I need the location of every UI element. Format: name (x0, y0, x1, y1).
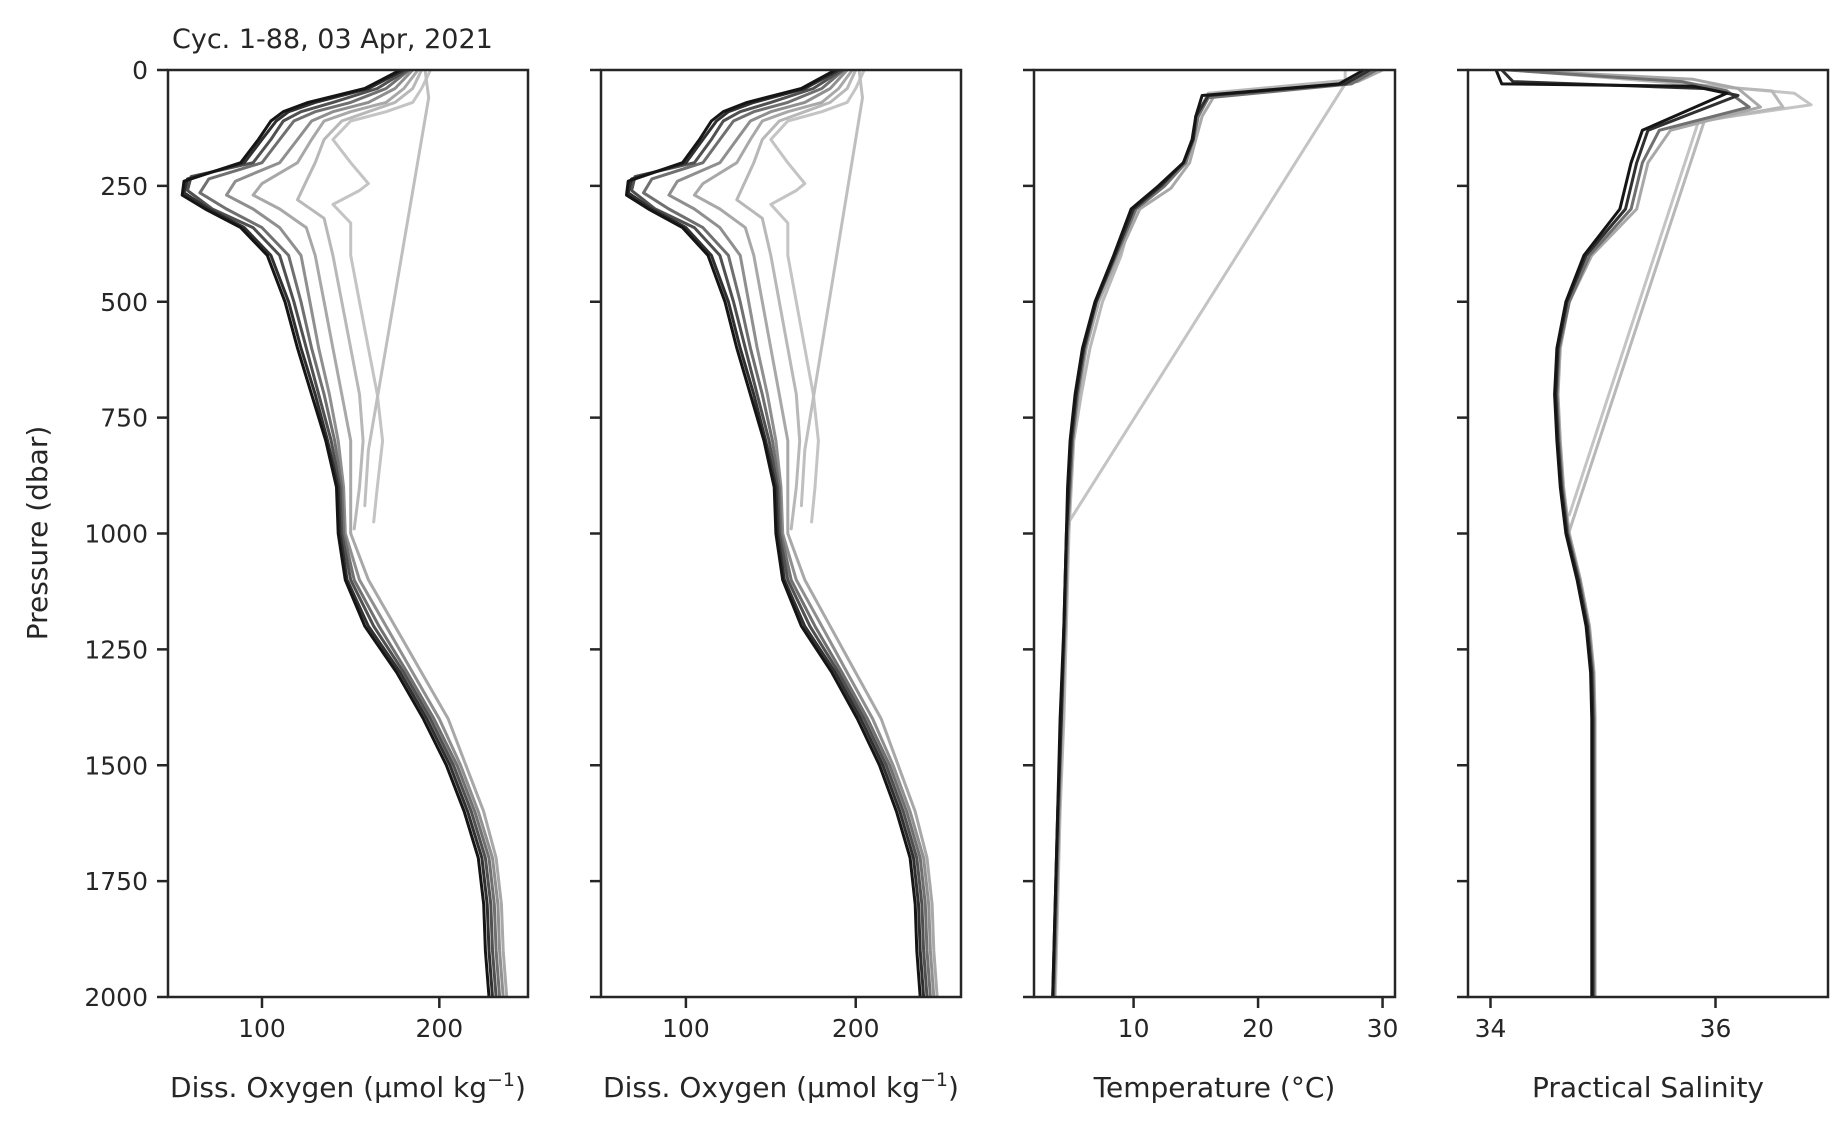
profile-line-3 (735, 70, 858, 531)
profile-line-6 (1494, 70, 1729, 997)
x-axis-label: Temperature (°C) (1093, 1071, 1336, 1104)
x-tick-label: 20 (1242, 1014, 1274, 1043)
profile-line-8 (626, 70, 926, 997)
x-tick-label: 100 (662, 1014, 710, 1043)
x-axis-label: Diss. Oxygen (µmol kg−1) (170, 1069, 526, 1104)
profile-line-4 (251, 70, 509, 997)
profile-line-1 (331, 70, 432, 524)
profile-line-3 (1052, 70, 1385, 997)
x-tick-label: 10 (1118, 1014, 1150, 1043)
profile-line-5 (667, 70, 936, 997)
x-tick-label: 36 (1700, 1014, 1732, 1043)
profile-line-7 (630, 70, 929, 997)
y-tick-label: 1500 (84, 751, 148, 780)
profile-line-9 (625, 70, 922, 997)
profile-line-1 (769, 70, 866, 524)
profile-line-6 (198, 70, 502, 997)
panel-2: 100 200 Diss. Oxygen (µmol kg−1) (590, 68, 963, 1104)
profile-line-2 (799, 70, 864, 508)
profile-line-6 (1051, 70, 1366, 997)
figure-title: Cyc. 1-88, 03 Apr, 2021 (172, 24, 493, 55)
profile-line-4 (692, 70, 939, 997)
x-tick-label: 200 (832, 1014, 880, 1043)
profile-line-3 (296, 70, 424, 531)
x-tick-label: 200 (415, 1014, 463, 1043)
x-tick-label: 34 (1475, 1014, 1507, 1043)
profile-line-5 (225, 70, 505, 997)
panel-4: 34 36 Practical Salinity (1457, 68, 1830, 1104)
profile-line-4 (1505, 70, 1751, 997)
profile-line-7 (186, 70, 498, 997)
panel-1: 100 200025050075010001250150017502000Diss… (84, 56, 530, 1104)
y-tick-label: 1750 (84, 867, 148, 896)
profile-line-8 (182, 70, 494, 997)
y-tick-label: 0 (132, 56, 148, 85)
profile-line-1 (1067, 70, 1347, 524)
y-tick-label: 2000 (84, 983, 148, 1012)
y-tick-label: 250 (100, 172, 148, 201)
y-tick-label: 1000 (84, 520, 148, 549)
profile-line-3 (1511, 70, 1762, 997)
profile-line-9 (180, 70, 491, 997)
x-axis-label: Practical Salinity (1532, 1071, 1764, 1104)
panels: 100 200025050075010001250150017502000Diss… (84, 56, 1830, 1104)
y-tick-label: 750 (100, 404, 148, 433)
x-tick-label: 100 (238, 1014, 286, 1043)
axes-frame (166, 68, 530, 999)
profile-line-4 (1052, 70, 1378, 997)
axes-frame (1466, 68, 1830, 999)
panel-3: 10 20 30 Temperature (°C) (1023, 68, 1399, 1104)
y-tick-label: 1250 (84, 635, 148, 664)
y-axis-label: Pressure (dbar) (21, 426, 54, 641)
series-group (1494, 70, 1813, 997)
y-tick-label: 500 (100, 288, 148, 317)
profile-line-2 (1053, 70, 1372, 997)
series-group (625, 70, 939, 997)
x-tick-label: 30 (1367, 1014, 1399, 1043)
x-axis-label: Diss. Oxygen (µmol kg−1) (603, 1069, 959, 1104)
profile-line-5 (1051, 70, 1372, 997)
axes-frame (1032, 68, 1397, 999)
profile-line-6 (642, 70, 932, 997)
profile-line-2 (1511, 70, 1785, 540)
series-group (180, 70, 509, 997)
series-group (1051, 70, 1385, 997)
profile-line-2 (363, 70, 431, 508)
